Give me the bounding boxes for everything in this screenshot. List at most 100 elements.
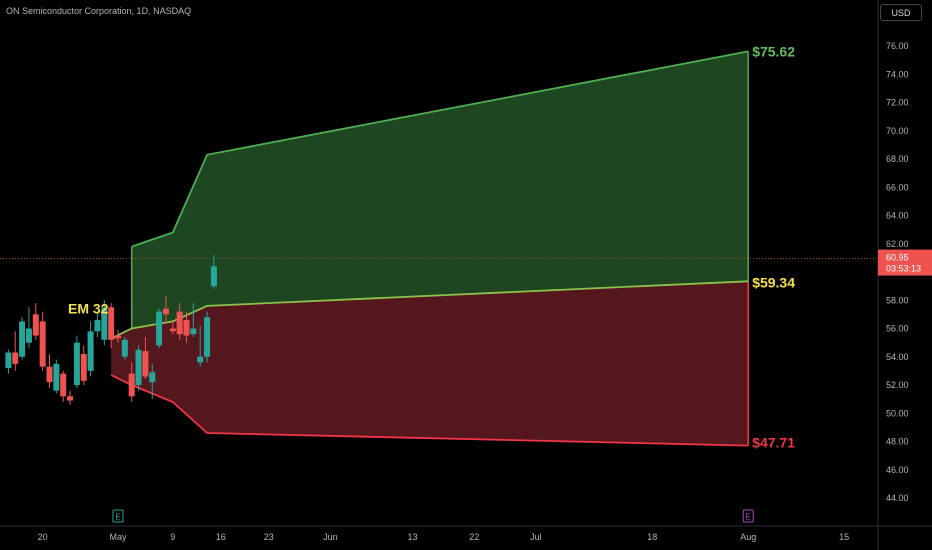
price-tick-label: 76.00: [886, 41, 909, 51]
candle-bullish: [87, 321, 94, 377]
price-tick-label: 62.00: [886, 239, 909, 249]
candle-body: [101, 307, 108, 340]
candle-body: [39, 321, 46, 367]
candle-bullish: [156, 308, 163, 349]
candle-body: [183, 320, 190, 336]
candle-body: [162, 308, 169, 315]
candle-body: [19, 321, 26, 357]
band-labels: $75.62 $59.34 $47.71 EM 32: [68, 43, 795, 450]
time-tick-label: 22: [469, 532, 479, 542]
mid-band-line: [110, 280, 749, 340]
candle-bearish: [46, 353, 53, 388]
earnings-letter: E: [115, 513, 120, 522]
candle-body: [80, 353, 87, 381]
upper-band-line: [131, 50, 749, 248]
time-tick-label: 18: [647, 532, 657, 542]
candle-bullish: [121, 336, 128, 360]
candle-body: [32, 314, 39, 336]
candle-body: [25, 328, 32, 343]
price-tag-countdown: 03:53:13: [886, 264, 921, 274]
price-tick-label: 68.00: [886, 154, 909, 164]
candle-bearish: [108, 303, 115, 349]
candle-body: [169, 328, 176, 332]
candle-bullish: [135, 345, 142, 391]
candle-bullish: [204, 311, 211, 363]
candle-body: [149, 372, 156, 383]
upper-band-fill: [131, 51, 749, 329]
candle-bearish: [183, 311, 190, 343]
price-tag-bg: [878, 249, 932, 276]
mid-target-label: $59.34: [752, 274, 795, 290]
earnings-letter: E: [746, 513, 751, 522]
time-tick-label: 16: [216, 532, 226, 542]
candle-body: [197, 356, 204, 363]
em-label: EM 32: [68, 301, 109, 317]
earnings-marker-upcoming: E: [742, 509, 754, 523]
time-tick-label: 13: [408, 532, 418, 542]
earnings-marker-past: E: [112, 509, 124, 523]
candle-body: [121, 339, 128, 357]
candle-bearish: [32, 303, 39, 340]
candle-bullish: [53, 359, 60, 394]
currency-button[interactable]: USD: [880, 4, 922, 21]
time-tick-label: Aug: [740, 532, 756, 542]
candle-bearish: [80, 345, 87, 385]
candle-body: [156, 311, 163, 346]
candle-body: [142, 351, 149, 377]
time-tick-label: 23: [264, 532, 274, 542]
price-tick-label: 70.00: [886, 126, 909, 136]
candle-bearish: [162, 296, 169, 323]
candle-bullish: [149, 363, 156, 400]
price-tick-label: 46.00: [886, 465, 909, 475]
candle-body: [67, 396, 74, 401]
candle-body: [190, 328, 197, 335]
candle-bearish: [115, 329, 121, 343]
candle-body: [46, 366, 53, 383]
upper-target-label: $75.62: [752, 43, 795, 59]
candle-bearish: [39, 311, 46, 371]
time-tick-label: May: [109, 532, 127, 542]
chart-title: ON Semiconductor Corporation, 1D, NASDAQ: [6, 6, 192, 16]
lower-target-label: $47.71: [752, 435, 795, 451]
earnings-box: [742, 509, 754, 523]
price-tick-label: 66.00: [886, 182, 909, 192]
candle-bullish: [25, 307, 32, 349]
time-tick-label: Jul: [530, 532, 542, 542]
price-tag-value: 60.95: [886, 253, 909, 263]
price-tick-label: 74.00: [886, 69, 909, 79]
candle-body: [176, 311, 183, 335]
time-tick-label: Jun: [323, 532, 338, 542]
candle-bearish: [169, 321, 176, 335]
candle-bullish: [94, 311, 101, 337]
candle-body: [60, 373, 67, 397]
candle-body: [5, 352, 12, 369]
candle-bullish: [73, 335, 80, 388]
candle-bullish: [210, 255, 217, 289]
candle-body: [135, 349, 142, 385]
price-tick-label: 56.00: [886, 324, 909, 334]
expected-move-bands: [0, 50, 878, 447]
candle-body: [73, 342, 80, 385]
lower-band-fill: [111, 281, 749, 446]
time-tick-label: 15: [839, 532, 849, 542]
candle-bearish: [142, 336, 149, 380]
candle-body: [204, 317, 211, 357]
candle-body: [87, 331, 94, 371]
candle-bearish: [67, 390, 74, 405]
time-tick-label: 9: [170, 532, 175, 542]
candle-bearish: [176, 303, 183, 340]
time-axis[interactable]: 20 May 9 16 23 Jun 13 22 Jul 18 Aug 15 E E: [0, 509, 932, 542]
candle-body: [210, 266, 217, 287]
candles: [5, 255, 217, 405]
time-tick-label: 20: [38, 532, 48, 542]
candle-bullish: [197, 325, 204, 367]
candle-bearish: [128, 362, 135, 402]
candle-bearish: [12, 331, 19, 371]
candle-body: [128, 373, 135, 397]
price-tick-label: 44.00: [886, 493, 909, 503]
candle-body: [12, 352, 19, 364]
lower-band-line: [110, 374, 749, 447]
candle-body: [115, 335, 121, 339]
